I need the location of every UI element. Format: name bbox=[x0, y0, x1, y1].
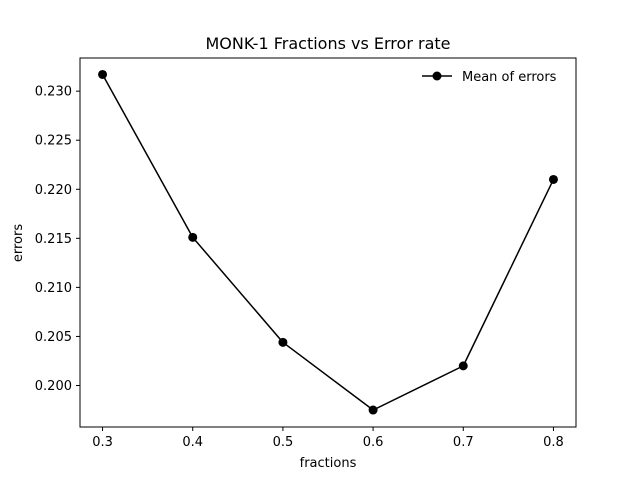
data-point bbox=[458, 361, 468, 371]
x-tick-label: 0.7 bbox=[453, 435, 474, 450]
x-axis-label: fractions bbox=[300, 456, 357, 471]
y-tick-label: 0.230 bbox=[35, 85, 72, 100]
data-point bbox=[548, 174, 558, 184]
chart-title: MONK-1 Fractions vs Error rate bbox=[206, 34, 451, 53]
legend-label: Mean of errors bbox=[462, 70, 557, 85]
x-tick-label: 0.3 bbox=[92, 435, 113, 450]
y-tick-label: 0.225 bbox=[35, 134, 72, 149]
x-tick-label: 0.8 bbox=[543, 435, 564, 450]
data-point bbox=[368, 405, 378, 415]
x-tick-label: 0.4 bbox=[182, 435, 203, 450]
series-line bbox=[101, 74, 555, 411]
y-tick-label: 0.205 bbox=[35, 330, 72, 345]
data-point bbox=[188, 232, 198, 242]
y-tick-label: 0.215 bbox=[35, 232, 72, 247]
data-point bbox=[98, 69, 108, 79]
x-tick-label: 0.6 bbox=[363, 435, 384, 450]
y-axis-label: errors bbox=[11, 224, 26, 262]
data-point bbox=[278, 337, 288, 347]
legend-marker-swatch bbox=[432, 71, 442, 81]
y-tick-label: 0.220 bbox=[35, 183, 72, 198]
y-tick-label: 0.210 bbox=[35, 281, 72, 296]
x-tick-label: 0.5 bbox=[273, 435, 294, 450]
legend: Mean of errors bbox=[422, 70, 557, 85]
axes-frame bbox=[79, 57, 577, 428]
plot-area: 0.3 0.4 0.5 0.6 0.7 0.8 0.200 0.205 0.210 0.215 0.… bbox=[35, 57, 577, 450]
y-tick-label: 0.200 bbox=[35, 379, 72, 394]
